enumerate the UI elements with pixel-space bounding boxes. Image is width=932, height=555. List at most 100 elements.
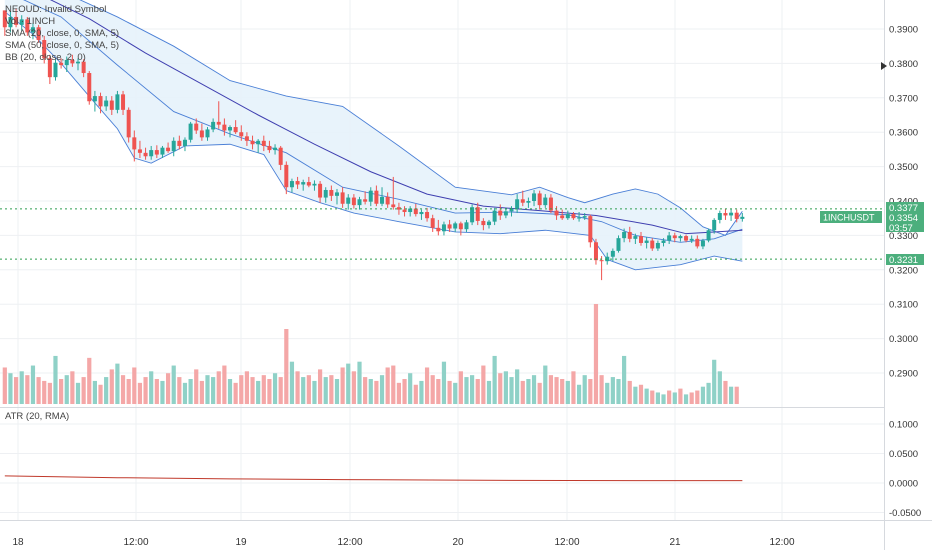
- candle-body[interactable]: [402, 209, 407, 213]
- candle[interactable]: [582, 213, 587, 220]
- candle-body[interactable]: [14, 16, 19, 25]
- candle[interactable]: [306, 176, 311, 188]
- candle[interactable]: [301, 179, 306, 191]
- candle[interactable]: [672, 232, 677, 243]
- candle-body[interactable]: [166, 147, 171, 152]
- candle-body[interactable]: [261, 140, 266, 146]
- candle-body[interactable]: [436, 227, 441, 232]
- candle[interactable]: [560, 209, 565, 220]
- candle[interactable]: [216, 101, 221, 129]
- candle[interactable]: [391, 176, 396, 210]
- candle-body[interactable]: [194, 123, 199, 131]
- candle-body[interactable]: [222, 124, 227, 131]
- candle[interactable]: [380, 187, 385, 207]
- candle[interactable]: [244, 132, 249, 146]
- candle[interactable]: [92, 90, 97, 112]
- candle-body[interactable]: [492, 210, 497, 222]
- candle-body[interactable]: [143, 152, 148, 157]
- legend-bb[interactable]: BB (20, close, 2, 0): [5, 52, 86, 63]
- candle-body[interactable]: [47, 58, 52, 78]
- candle[interactable]: [351, 194, 356, 209]
- candle-body[interactable]: [622, 231, 627, 239]
- candle-body[interactable]: [216, 121, 221, 125]
- candle[interactable]: [464, 219, 469, 232]
- legend-atr[interactable]: ATR (20, RMA): [5, 411, 69, 422]
- candle[interactable]: [729, 208, 734, 221]
- candle-body[interactable]: [655, 242, 660, 249]
- candle-body[interactable]: [149, 150, 154, 157]
- candle-body[interactable]: [700, 240, 705, 247]
- candle[interactable]: [256, 139, 261, 153]
- candle-body[interactable]: [25, 19, 30, 33]
- candle[interactable]: [104, 96, 109, 111]
- candle[interactable]: [8, 11, 13, 33]
- candle-body[interactable]: [667, 235, 672, 241]
- candle-body[interactable]: [453, 223, 458, 229]
- candle[interactable]: [396, 202, 401, 215]
- candle[interactable]: [520, 190, 525, 207]
- candle-body[interactable]: [289, 181, 294, 188]
- candle[interactable]: [115, 90, 120, 114]
- candle[interactable]: [59, 58, 64, 69]
- candle-body[interactable]: [380, 196, 385, 204]
- candle-body[interactable]: [334, 192, 339, 196]
- candle-body[interactable]: [526, 201, 531, 203]
- candle-layer[interactable]: [2, 8, 745, 281]
- candle-body[interactable]: [729, 212, 734, 216]
- candle[interactable]: [36, 24, 41, 43]
- candle[interactable]: [312, 180, 317, 191]
- candle[interactable]: [154, 145, 159, 158]
- candle[interactable]: [76, 58, 81, 71]
- candle[interactable]: [486, 219, 491, 229]
- candle-body[interactable]: [408, 208, 413, 213]
- candle[interactable]: [548, 194, 553, 214]
- candle[interactable]: [132, 130, 137, 162]
- candle[interactable]: [273, 144, 278, 155]
- candle[interactable]: [526, 197, 531, 208]
- candle[interactable]: [408, 206, 413, 217]
- candle-body[interactable]: [64, 59, 69, 66]
- candle[interactable]: [374, 185, 379, 207]
- candle[interactable]: [228, 125, 233, 138]
- candle[interactable]: [616, 235, 621, 253]
- candle[interactable]: [661, 238, 666, 247]
- candle-body[interactable]: [250, 140, 255, 145]
- candle[interactable]: [605, 252, 610, 265]
- candle-body[interactable]: [357, 199, 362, 206]
- candle[interactable]: [98, 92, 103, 114]
- candle[interactable]: [205, 127, 210, 141]
- candle-body[interactable]: [98, 96, 103, 107]
- candle[interactable]: [182, 137, 187, 152]
- candle-body[interactable]: [458, 223, 463, 230]
- candle-body[interactable]: [76, 61, 81, 64]
- candle-body[interactable]: [723, 213, 728, 216]
- candle-body[interactable]: [233, 127, 238, 133]
- candle-body[interactable]: [396, 207, 401, 210]
- candle-body[interactable]: [672, 235, 677, 239]
- candle-body[interactable]: [503, 211, 508, 216]
- candle[interactable]: [121, 90, 126, 115]
- candle-body[interactable]: [30, 27, 35, 33]
- candle[interactable]: [509, 206, 514, 217]
- candle[interactable]: [706, 228, 711, 243]
- candle-body[interactable]: [42, 40, 47, 59]
- candle-body[interactable]: [154, 150, 159, 155]
- candle-body[interactable]: [239, 132, 244, 137]
- candle-body[interactable]: [351, 197, 356, 206]
- candle-body[interactable]: [329, 189, 334, 196]
- candle-body[interactable]: [121, 94, 126, 110]
- candle-body[interactable]: [689, 238, 694, 241]
- scroll-right-arrow-icon[interactable]: [881, 62, 887, 70]
- candle-body[interactable]: [588, 216, 593, 243]
- candle[interactable]: [684, 234, 689, 243]
- candle[interactable]: [47, 54, 52, 85]
- candle[interactable]: [655, 240, 660, 251]
- candle[interactable]: [42, 35, 47, 64]
- candle[interactable]: [53, 59, 58, 81]
- candle-body[interactable]: [205, 129, 210, 138]
- legend-sma20[interactable]: SMA (20, close, 0, SMA, 5): [5, 28, 119, 39]
- candle-body[interactable]: [560, 215, 565, 219]
- candle[interactable]: [295, 176, 300, 189]
- candle[interactable]: [712, 218, 717, 234]
